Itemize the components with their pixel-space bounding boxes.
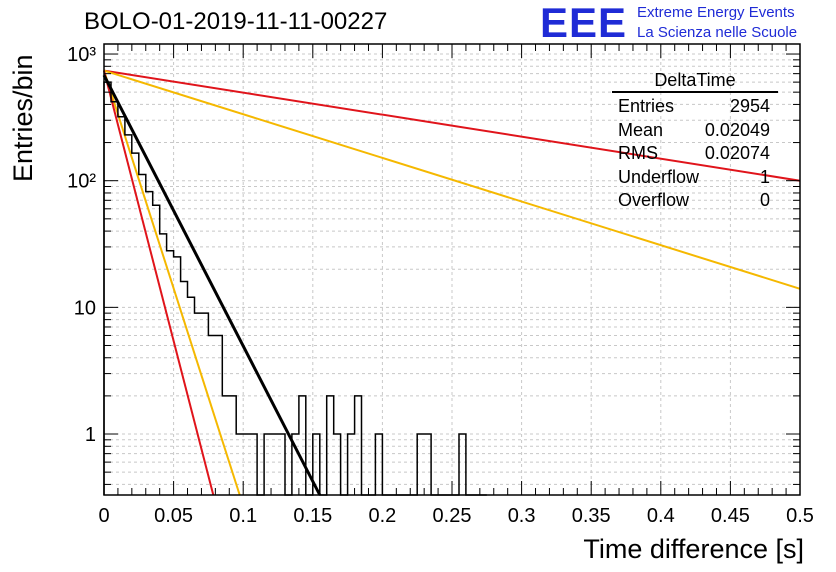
x-tick-label: 0.45 (711, 505, 750, 527)
series-line-3 (103, 70, 215, 496)
x-tick-label: 0.1 (229, 505, 257, 527)
x-tick-label: 0.25 (433, 505, 472, 527)
y-axis-label: Entries/bin (8, 54, 38, 182)
stats-row-mean: Mean 0.02049 (612, 119, 778, 143)
x-tick-label: 0.3 (508, 505, 536, 527)
x-axis-label: Time difference [s] (583, 534, 804, 564)
stats-label: Mean (618, 119, 664, 140)
x-tick-label: 0.2 (368, 505, 396, 527)
eee-logo: EEE (540, 0, 628, 46)
x-tick-label: 0.5 (786, 505, 814, 527)
stats-value: 2954 (729, 96, 770, 116)
histogram-outline (103, 81, 487, 496)
stats-label: Overflow (618, 190, 690, 210)
stats-label: Entries (618, 96, 675, 116)
stats-row-entries: Entries 2954 (612, 95, 778, 119)
stats-value: 0.02074 (704, 143, 770, 163)
page-title: BOLO-01-2019-11-11-00227 (84, 8, 388, 35)
stats-value: 0 (759, 190, 770, 210)
x-tick-label: 0.15 (293, 505, 332, 527)
y-tick-label: 10 (74, 297, 96, 319)
x-tick-label: 0 (98, 505, 109, 527)
stats-label: Underflow (618, 166, 700, 187)
stats-value: 1 (759, 166, 770, 187)
series-line-0 (103, 69, 801, 182)
grid-layer (104, 44, 800, 495)
series-line-2 (103, 70, 241, 496)
x-tick-label: 0.35 (572, 505, 611, 527)
histogram-layer (103, 81, 487, 496)
stats-title: DeltaTime (612, 70, 778, 93)
series-line-4 (102, 74, 322, 496)
x-tick-label: 0.4 (647, 505, 675, 527)
stats-row-overflow: Overflow 0 (612, 189, 778, 213)
y-tick-label: 10² (67, 171, 96, 193)
lines-layer (102, 69, 801, 496)
logo-subtitle-1: Extreme Energy Events (637, 4, 795, 21)
stats-row-rms: RMS 0.02074 (612, 142, 778, 166)
stats-label: RMS (618, 143, 658, 163)
y-tick-label: 1 (85, 424, 96, 446)
logo-subtitle-2: La Scienza nelle Scuole (637, 24, 798, 41)
stats-value: 0.02049 (704, 119, 770, 140)
stats-row-underflow: Underflow 1 (612, 166, 778, 190)
y-tick-label: 10³ (67, 44, 96, 66)
stats-box: DeltaTime Entries 2954 Mean 0.02049 RMS … (612, 70, 778, 213)
ticks-layer (103, 44, 801, 495)
series-line-1 (103, 69, 801, 290)
tick-labels-layer: 0 0.05 0.1 0.15 0.2 0.25 0.3 0.35 0.4 0.45 0.51101… (67, 44, 814, 527)
x-tick-label: 0.05 (154, 505, 193, 527)
